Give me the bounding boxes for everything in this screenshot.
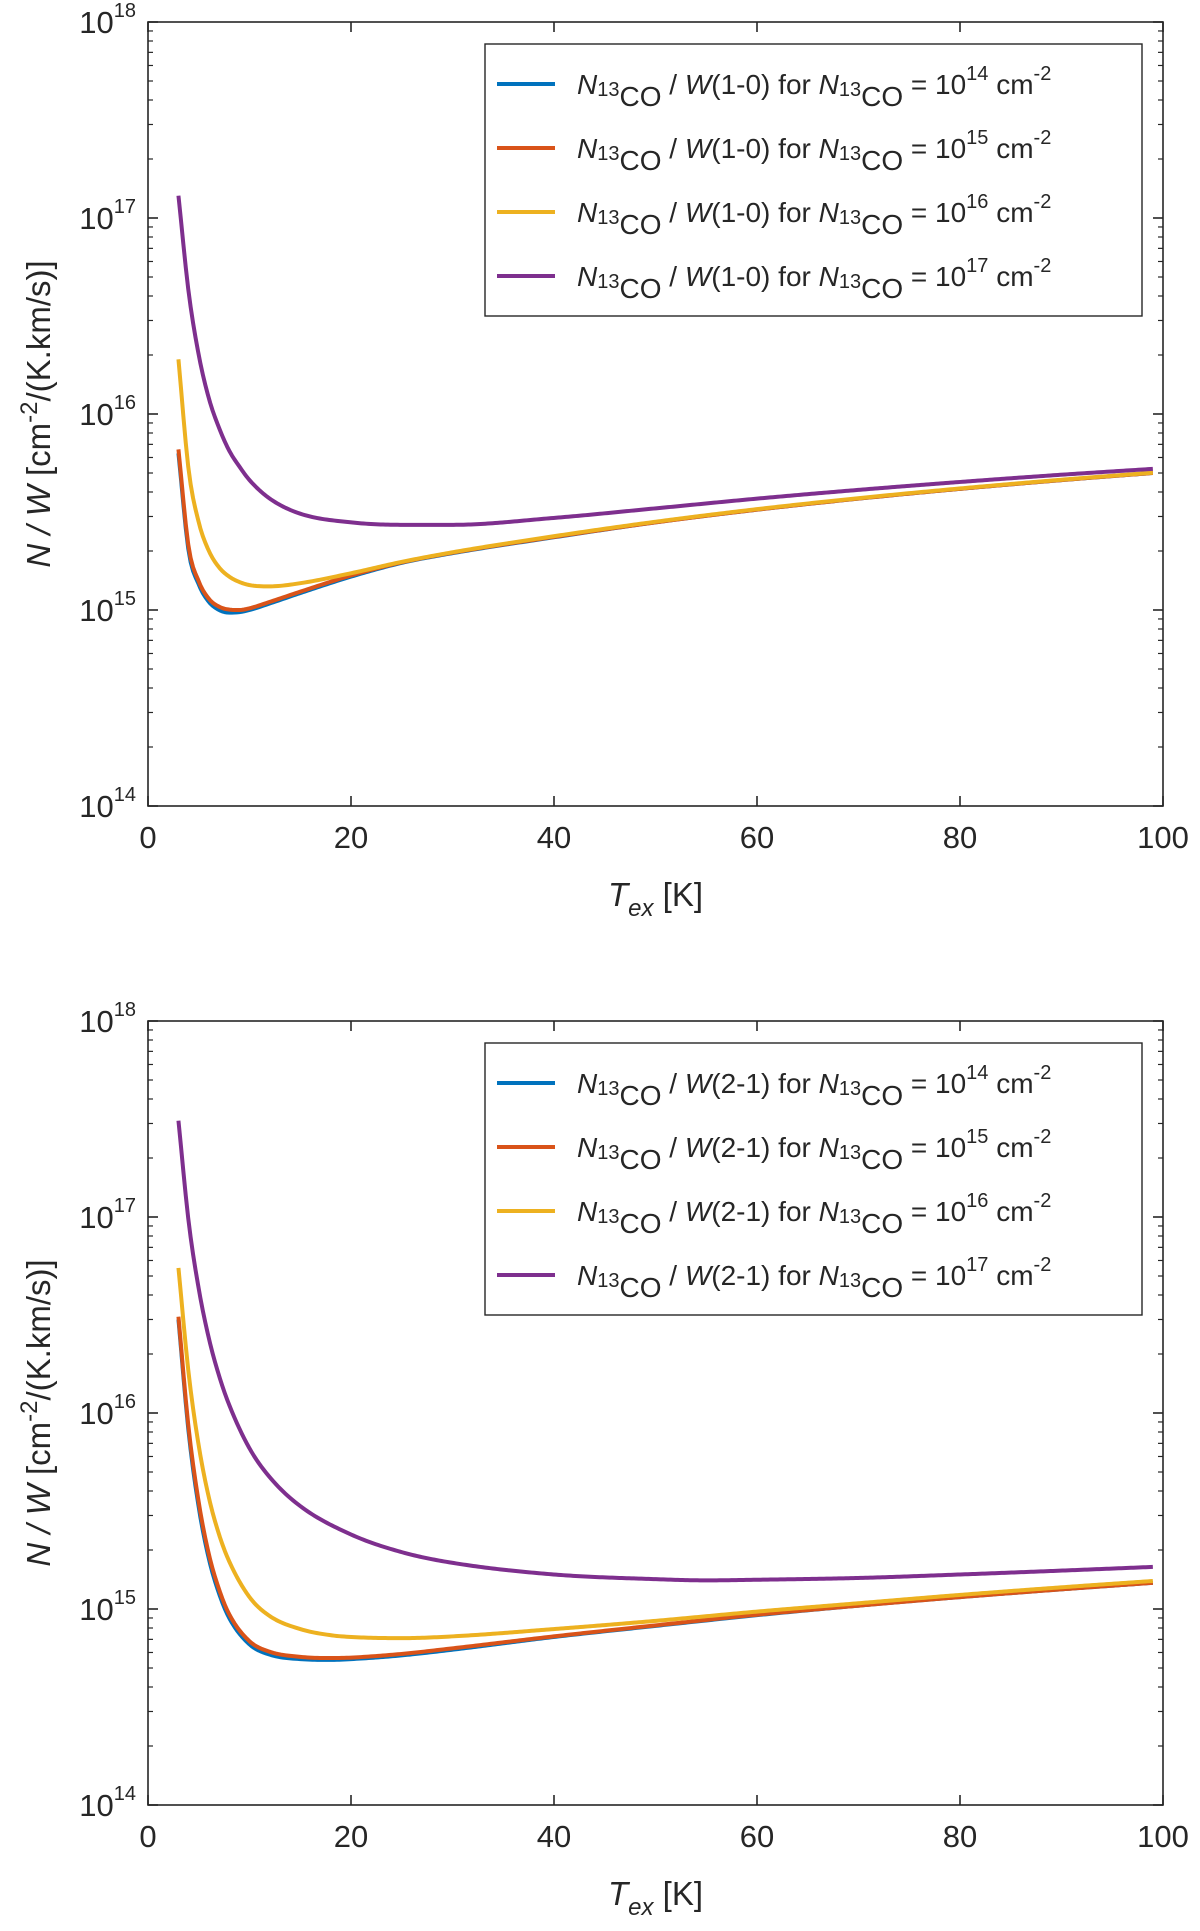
x-tick-label: 60	[740, 1819, 774, 1854]
legend-entry: N13CO / W(2-1) for N13CO = 1017 cm-2	[577, 1254, 1051, 1303]
series-line-16	[176, 1267, 1153, 1641]
x-tick-label: 20	[334, 820, 368, 855]
y-tick-label: 1016	[79, 1391, 136, 1431]
series-line-16	[176, 359, 1154, 589]
x-tick-label: 40	[537, 820, 571, 855]
legend: N13CO / W(2-1) for N13CO = 1014 cm-2 N13C…	[484, 1042, 1143, 1316]
x-axis-title: Tex [K]	[608, 876, 703, 922]
y-tick-label: 1018	[79, 0, 136, 40]
legend-entry: N13CO / W(1-0) for N13CO = 1015 cm-2	[577, 127, 1051, 176]
x-tick-label: 80	[943, 820, 977, 855]
y-tick-label: 1014	[79, 1783, 136, 1823]
y-tick-label: 1018	[79, 999, 136, 1039]
x-tick-label: 60	[740, 820, 774, 855]
x-tick-label: 40	[537, 1819, 571, 1854]
legend-entry: N13CO / W(2-1) for N13CO = 1014 cm-2	[577, 1062, 1051, 1111]
legend-box	[484, 43, 1143, 317]
x-tick-label: 100	[1137, 1819, 1189, 1854]
legend-entry: N13CO / W(2-1) for N13CO = 1015 cm-2	[577, 1126, 1051, 1175]
series-line-15	[176, 1316, 1153, 1661]
x-tick-label: 0	[139, 820, 156, 855]
legend-box	[484, 1042, 1143, 1316]
x-tick-label: 20	[334, 1819, 368, 1854]
y-tick-label: 1015	[79, 1587, 136, 1627]
y-axis-title: N / W [cm-2/(K.km/s)]	[16, 260, 57, 567]
chart-panel-bottom: 0 20 40 60 80 100 1014 1015 1016 1017 1018 Tex [K] N…	[16, 999, 1189, 1921]
legend-entry: N13CO / W(1-0) for N13CO = 1017 cm-2	[577, 255, 1051, 304]
legend-entry: N13CO / W(1-0) for N13CO = 1016 cm-2	[577, 191, 1051, 240]
legend-entry: N13CO / W(1-0) for N13CO = 1014 cm-2	[577, 63, 1051, 112]
y-tick-label: 1016	[79, 392, 136, 432]
y-axis-title: N / W [cm-2/(K.km/s)]	[16, 1259, 57, 1566]
x-tick-label: 0	[139, 1819, 156, 1854]
y-tick-label: 1017	[79, 196, 136, 236]
legend: N13CO / W(1-0) for N13CO = 1014 cm-2 N13C…	[484, 43, 1143, 317]
legend-entry: N13CO / W(2-1) for N13CO = 1016 cm-2	[577, 1190, 1051, 1239]
x-tick-label: 80	[943, 1819, 977, 1854]
chart-panel-top: 0 20 40 60 80 100 1014 1015 1016 1017 1018 Tex [K] N…	[16, 0, 1189, 922]
series-line-17	[176, 1120, 1153, 1583]
y-tick-label: 1014	[79, 784, 136, 824]
x-axis-title: Tex [K]	[608, 1875, 703, 1921]
y-tick-label: 1017	[79, 1195, 136, 1235]
series-line-17	[176, 195, 1153, 527]
series-group	[176, 1120, 1153, 1662]
x-tick-label: 100	[1137, 820, 1189, 855]
series-group	[176, 195, 1154, 615]
y-tick-label: 1015	[79, 588, 136, 628]
